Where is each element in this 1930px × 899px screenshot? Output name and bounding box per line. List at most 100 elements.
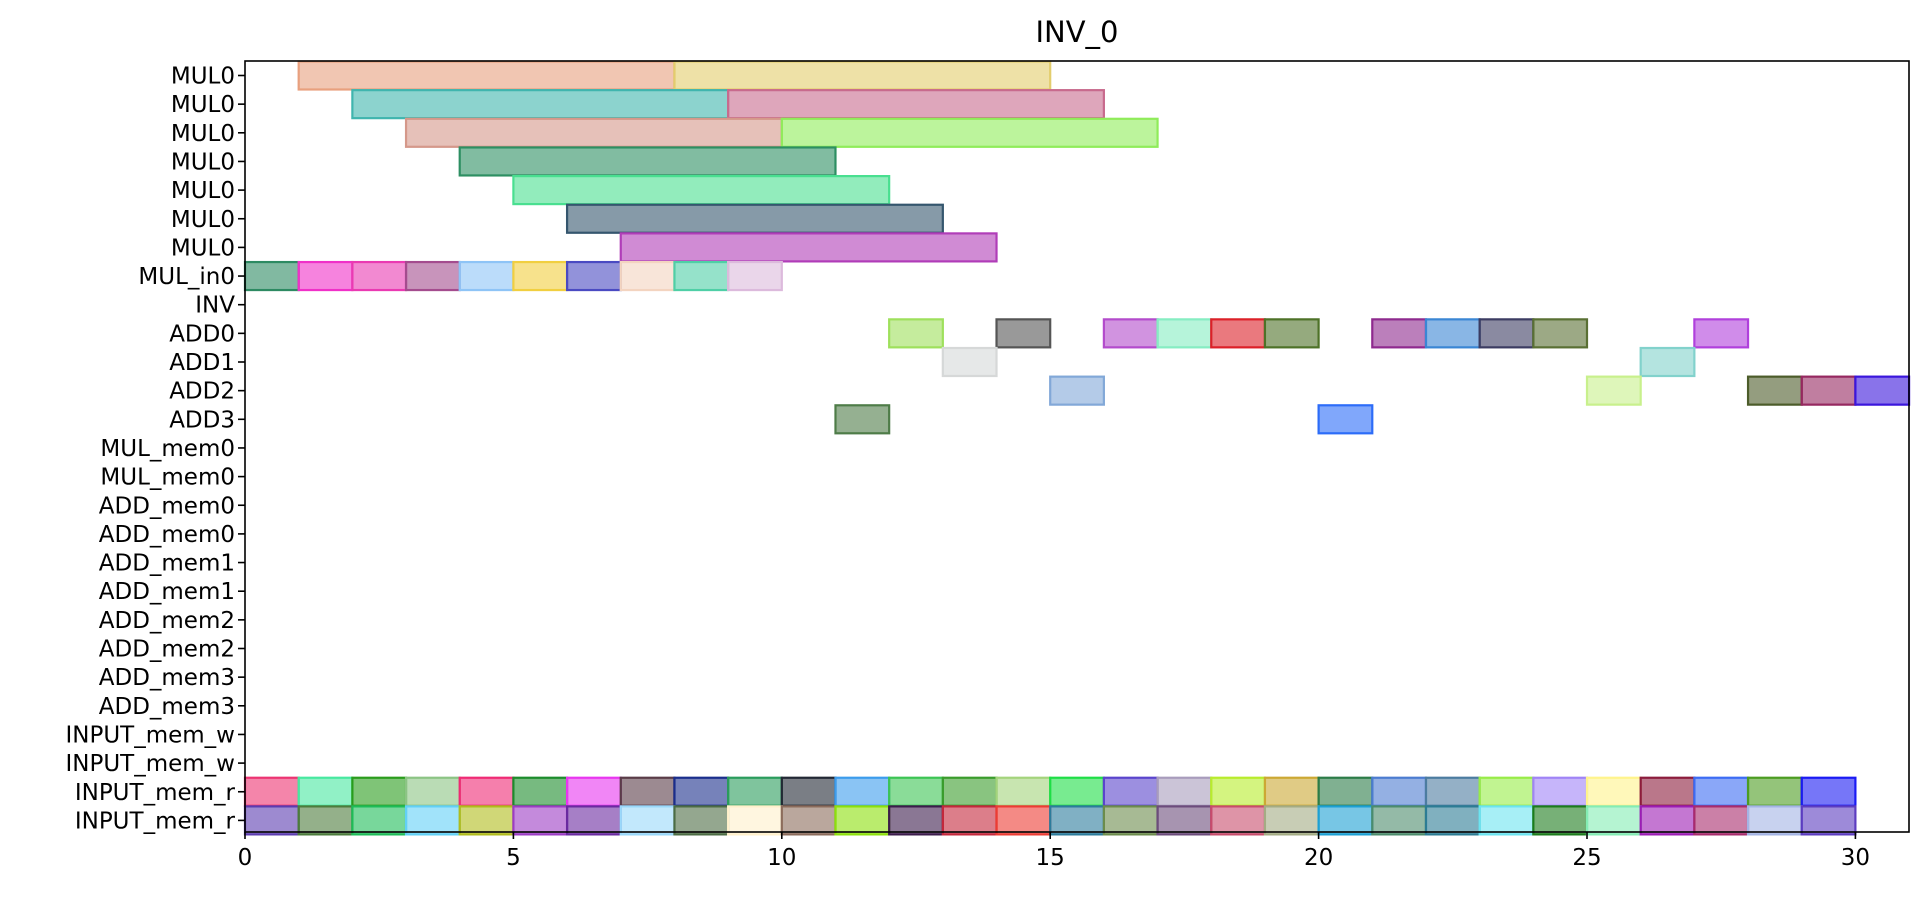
- x-tick-label: 30: [1841, 845, 1870, 871]
- gantt-bar: [1800, 375, 1857, 406]
- gantt-bar: [1585, 375, 1642, 406]
- gantt-bar: [297, 260, 354, 292]
- gantt-bar: [834, 805, 891, 836]
- y-tick-label: ADD_mem2: [99, 608, 235, 634]
- gantt-bar: [351, 805, 408, 836]
- gantt-bar: [297, 776, 354, 807]
- gantt-bar: [512, 175, 891, 206]
- gantt-bar: [780, 117, 1159, 148]
- gantt-bar: [351, 260, 408, 292]
- gantt-bar: [673, 805, 730, 836]
- gantt-bar: [1210, 805, 1267, 836]
- gantt-bar: [1424, 805, 1481, 836]
- gantt-bar: [888, 805, 944, 836]
- gantt-bar: [512, 776, 569, 807]
- gantt-bar: [512, 260, 569, 292]
- y-tick-label: ADD_mem0: [99, 522, 235, 548]
- gantt-bar: [888, 318, 944, 349]
- gantt-bar: [458, 260, 515, 292]
- gantt-bar: [243, 260, 300, 292]
- gantt-bar: [565, 203, 944, 234]
- gantt-bar: [834, 404, 891, 435]
- gantt-bar: [673, 260, 730, 292]
- gantt-bar: [1424, 318, 1481, 349]
- gantt-bar: [1585, 776, 1642, 807]
- x-tick-label: 10: [767, 845, 796, 871]
- y-tick-label: MUL_mem0: [100, 465, 235, 491]
- gantt-bar: [1102, 776, 1159, 807]
- gantt-bar: [619, 805, 676, 836]
- y-tick-label: MUL0: [171, 178, 235, 204]
- gantt-bar: [1049, 805, 1105, 836]
- y-tick-label: ADD3: [169, 407, 235, 433]
- y-tick-label: INPUT_mem_r: [75, 780, 236, 806]
- bars-layer: [243, 60, 1911, 836]
- gantt-bar: [1585, 805, 1642, 836]
- gantt-bar: [351, 89, 730, 120]
- gantt-bar: [888, 776, 944, 807]
- gantt-bar: [727, 89, 1105, 120]
- y-tick-label: INPUT_mem_w: [65, 751, 235, 777]
- gantt-bar: [619, 776, 676, 807]
- gantt-bar: [458, 805, 515, 836]
- y-tick-label: INV: [195, 293, 235, 319]
- gantt-bar: [1693, 805, 1750, 836]
- gantt-bar: [1317, 776, 1374, 807]
- gantt-bar: [1317, 404, 1374, 435]
- gantt-bar: [1049, 375, 1105, 406]
- y-tick-label: INPUT_mem_w: [65, 722, 235, 748]
- x-tick-label: 20: [1304, 845, 1333, 871]
- gantt-bar: [512, 805, 569, 836]
- gantt-bar: [780, 776, 837, 807]
- gantt-bar: [243, 776, 300, 807]
- gantt-bar: [1156, 318, 1213, 349]
- gantt-bar: [1102, 805, 1159, 836]
- gantt-bar: [1478, 318, 1535, 349]
- gantt-bar: [404, 260, 461, 292]
- gantt-bar: [404, 117, 783, 148]
- y-tick-label: ADD1: [169, 350, 235, 376]
- y-tick-label: ADD_mem2: [99, 637, 235, 663]
- gantt-bar: [1371, 318, 1428, 349]
- gantt-bar: [1263, 318, 1320, 349]
- x-tick-label: 15: [1036, 845, 1065, 871]
- gantt-bar: [1639, 776, 1696, 807]
- y-tick-label: ADD_mem3: [99, 694, 235, 720]
- x-tick-label: 25: [1572, 845, 1601, 871]
- gantt-bar: [995, 318, 1052, 349]
- gantt-bar: [619, 232, 998, 263]
- gantt-bar: [1800, 776, 1857, 807]
- gantt-bar: [1854, 375, 1911, 406]
- gantt-bar: [243, 805, 300, 836]
- gantt-bar: [458, 776, 515, 807]
- gantt-bar: [619, 260, 676, 292]
- gantt-bar: [565, 260, 622, 292]
- gantt-bar: [780, 805, 837, 836]
- gantt-bar: [404, 776, 461, 807]
- y-tick-label: ADD_mem0: [99, 493, 235, 519]
- chart-title: INV_0: [1035, 15, 1118, 49]
- x-axis: 0 5 10 15 20 25 30: [238, 832, 1870, 871]
- gantt-bar: [1746, 776, 1803, 807]
- gantt-bar: [727, 776, 783, 807]
- gantt-bar: [404, 805, 461, 836]
- gantt-bar: [1102, 318, 1159, 349]
- plot-frame: [244, 60, 1910, 833]
- y-axis-labels: MUL0MUL0MUL0MUL0MUL0MUL0MUL0MUL_in0INVAD…: [65, 64, 245, 834]
- gantt-bar: [1800, 805, 1857, 836]
- y-tick-label: ADD2: [169, 379, 235, 405]
- gantt-bar: [995, 805, 1052, 836]
- y-tick-label: MUL0: [171, 64, 235, 90]
- gantt-bar: [1210, 318, 1267, 349]
- gantt-bar: [1693, 776, 1750, 807]
- y-tick-label: MUL0: [171, 207, 235, 233]
- x-tick-label: 0: [238, 845, 253, 871]
- gantt-bar: [1424, 776, 1481, 807]
- gantt-bar: [1693, 318, 1750, 349]
- y-tick-label: MUL0: [171, 149, 235, 175]
- y-tick-label: MUL0: [171, 121, 235, 147]
- y-tick-label: MUL_mem0: [100, 436, 235, 462]
- gantt-bar: [1049, 776, 1105, 807]
- gantt-bar: [834, 776, 891, 807]
- gantt-bar: [941, 805, 998, 836]
